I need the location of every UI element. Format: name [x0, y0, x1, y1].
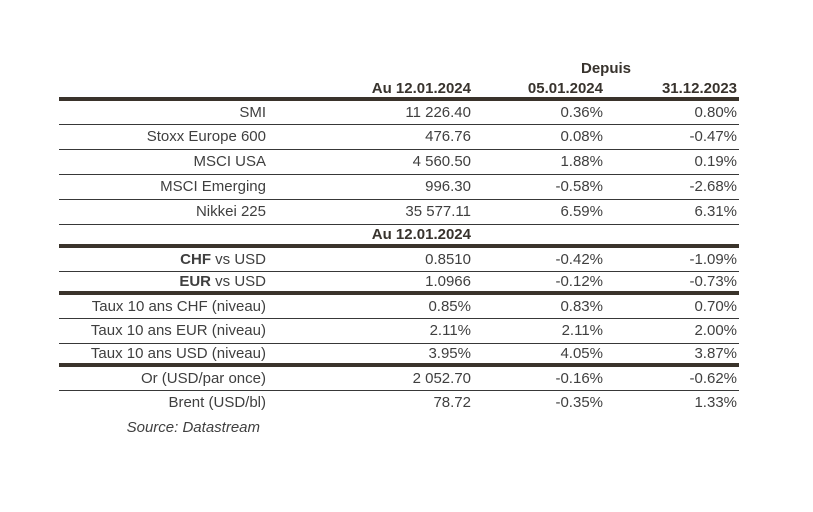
value-change-week: 2.11% — [473, 318, 605, 344]
row-brent: Brent (USD/bl) 78.72 -0.35% 1.33% — [59, 390, 739, 415]
value-change-ytd: 2.00% — [605, 318, 740, 344]
value-level: 11 226.40 — [268, 99, 473, 125]
value-change-ytd: 0.19% — [605, 149, 740, 175]
row-label: Or (USD/par once) — [59, 365, 268, 391]
row-smi: SMI 11 226.40 0.36% 0.80% — [59, 99, 740, 125]
value-change-week: -0.42% — [473, 246, 605, 272]
value-change-ytd: -0.62% — [605, 365, 740, 391]
market-summary-table: Depuis Au 12.01.2024 05.01.2024 31.12.20… — [59, 57, 740, 439]
mid-header-row: Au 12.01.2024 — [59, 224, 740, 248]
value-level: 0.85% — [268, 293, 473, 319]
value-change-ytd: -0.47% — [605, 124, 740, 150]
row-or: Or (USD/par once) 2 052.70 -0.16% -0.62% — [59, 365, 740, 391]
row-label: Taux 10 ans EUR (niveau) — [59, 318, 268, 344]
row-label: Stoxx Europe 600 — [59, 124, 268, 150]
value-change-ytd: 3.87% — [605, 343, 740, 367]
value-change-week: -0.12% — [473, 271, 605, 295]
depuis-header-row: Depuis — [59, 57, 739, 79]
value-level: 476.76 — [268, 124, 473, 150]
empty-cell — [59, 79, 268, 101]
row-taux-10-ans-usd: Taux 10 ans USD (niveau) 3.95% 4.05% 3.8… — [59, 343, 740, 367]
empty-cell — [473, 224, 605, 248]
mid-header-au-12-01-2024: Au 12.01.2024 — [268, 224, 473, 248]
value-change-week: 4.05% — [473, 343, 605, 367]
row-stoxx-europe-600: Stoxx Europe 600 476.76 0.08% -0.47% — [59, 124, 740, 150]
row-nikkei-225: Nikkei 225 35 577.11 6.59% 6.31% — [59, 199, 740, 225]
empty-cell — [605, 224, 740, 248]
empty-cell — [473, 415, 605, 439]
value-change-week: 0.08% — [473, 124, 605, 150]
source-row: Source: Datastream — [59, 415, 739, 439]
empty-cell — [59, 57, 268, 79]
row-label: Brent (USD/bl) — [168, 394, 266, 412]
value-change-ytd: -2.68% — [605, 174, 740, 200]
value-change-ytd: 1.33% — [694, 394, 738, 412]
value-change-week: 1.88% — [473, 149, 605, 175]
row-eur-vs-usd: EUR vs USD 1.0966 -0.12% -0.73% — [59, 271, 740, 295]
value-level: 4 560.50 — [268, 149, 473, 175]
value-change-week: -0.16% — [473, 365, 605, 391]
value-change-ytd: 0.70% — [605, 293, 740, 319]
empty-cell — [605, 415, 739, 439]
row-label: Taux 10 ans CHF (niveau) — [59, 293, 268, 319]
row-label: SMI — [59, 99, 268, 125]
row-label: CHF vs USD — [59, 246, 268, 272]
value-level: 78.72 — [433, 394, 471, 412]
value-change-ytd: 0.80% — [605, 99, 740, 125]
row-taux-10-ans-eur: Taux 10 ans EUR (niveau) 2.11% 2.11% 2.0… — [59, 318, 740, 344]
column-header-05-01-2024: 05.01.2024 — [473, 79, 605, 101]
row-label: EUR vs USD — [59, 271, 268, 295]
value-change-ytd: -1.09% — [605, 246, 740, 272]
row-label: MSCI Emerging — [59, 174, 268, 200]
value-level: 35 577.11 — [268, 199, 473, 225]
value-change-week: -0.58% — [473, 174, 605, 200]
value-level: 1.0966 — [268, 271, 473, 295]
value-change-week: -0.35% — [555, 394, 603, 412]
row-taux-10-ans-chf: Taux 10 ans CHF (niveau) 0.85% 0.83% 0.7… — [59, 293, 740, 319]
empty-cell — [59, 224, 268, 248]
value-level: 996.30 — [268, 174, 473, 200]
value-level: 2 052.70 — [268, 365, 473, 391]
row-msci-emerging: MSCI Emerging 996.30 -0.58% -2.68% — [59, 174, 740, 200]
empty-cell — [268, 57, 473, 79]
value-change-week: 0.36% — [473, 99, 605, 125]
value-change-ytd: 6.31% — [605, 199, 740, 225]
row-label: Nikkei 225 — [59, 199, 268, 225]
source-note: Source: Datastream — [126, 418, 260, 436]
empty-cell — [268, 415, 473, 439]
value-change-week: 6.59% — [473, 199, 605, 225]
value-change-week: 0.83% — [473, 293, 605, 319]
value-level: 0.8510 — [268, 246, 473, 272]
column-header-row: Au 12.01.2024 05.01.2024 31.12.2023 — [59, 79, 740, 101]
row-label: MSCI USA — [59, 149, 268, 175]
column-header-au-12-01-2024: Au 12.01.2024 — [268, 79, 473, 101]
row-label: Taux 10 ans USD (niveau) — [59, 343, 268, 367]
value-level: 3.95% — [268, 343, 473, 367]
value-level: 2.11% — [268, 318, 473, 344]
value-change-ytd: -0.73% — [605, 271, 740, 295]
row-chf-vs-usd: CHF vs USD 0.8510 -0.42% -1.09% — [59, 246, 740, 272]
depuis-label: Depuis — [581, 59, 632, 77]
row-msci-usa: MSCI USA 4 560.50 1.88% 0.19% — [59, 149, 740, 175]
column-header-31-12-2023: 31.12.2023 — [605, 79, 740, 101]
